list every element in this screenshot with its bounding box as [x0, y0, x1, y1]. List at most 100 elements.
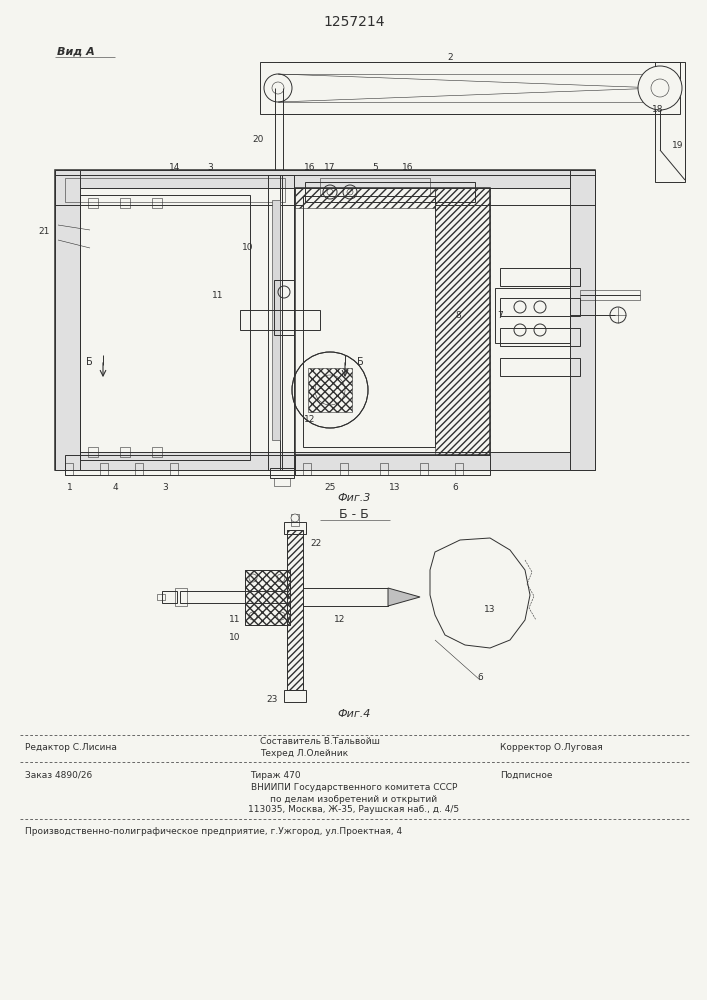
- Bar: [88, 447, 98, 457]
- Text: 12: 12: [304, 416, 316, 424]
- Bar: [65, 463, 73, 475]
- Text: Б: Б: [86, 357, 93, 367]
- Bar: [287, 530, 303, 690]
- Bar: [435, 188, 490, 455]
- Text: 2: 2: [448, 53, 452, 62]
- Text: по делам изобретений и открытий: по делам изобретений и открытий: [271, 794, 438, 804]
- Bar: [80, 195, 250, 460]
- Bar: [270, 468, 294, 478]
- Bar: [157, 594, 165, 600]
- Text: Корректор О.Луговая: Корректор О.Луговая: [500, 744, 603, 752]
- Text: 3: 3: [207, 162, 213, 172]
- Polygon shape: [388, 588, 420, 606]
- Bar: [260, 62, 680, 114]
- Bar: [274, 280, 294, 335]
- Text: 13: 13: [390, 483, 401, 491]
- Bar: [55, 170, 80, 470]
- Bar: [55, 175, 595, 205]
- Text: 3: 3: [162, 483, 168, 491]
- Bar: [245, 570, 290, 625]
- Bar: [162, 591, 177, 603]
- Bar: [295, 188, 490, 455]
- Bar: [287, 530, 303, 690]
- Bar: [303, 196, 435, 447]
- Text: 11: 11: [212, 290, 223, 300]
- Bar: [170, 463, 178, 475]
- Bar: [284, 522, 306, 534]
- Text: 25: 25: [325, 483, 336, 491]
- Bar: [420, 463, 428, 475]
- Circle shape: [638, 66, 682, 110]
- Bar: [65, 455, 295, 475]
- Bar: [55, 170, 595, 470]
- Text: Б - Б: Б - Б: [339, 508, 369, 520]
- Text: 16: 16: [304, 162, 316, 172]
- Text: ВНИИПИ Государственного комитета СССР: ВНИИПИ Государственного комитета СССР: [251, 784, 457, 792]
- Bar: [55, 170, 595, 188]
- Bar: [380, 463, 388, 475]
- Text: 10: 10: [228, 634, 240, 643]
- Text: 11: 11: [228, 615, 240, 624]
- Bar: [88, 198, 98, 208]
- Bar: [340, 463, 348, 475]
- Bar: [65, 178, 285, 202]
- Bar: [245, 570, 290, 625]
- Bar: [120, 447, 130, 457]
- Bar: [152, 447, 162, 457]
- Bar: [580, 290, 640, 300]
- Bar: [500, 298, 580, 316]
- Text: Вид А: Вид А: [57, 47, 95, 57]
- Bar: [295, 455, 490, 475]
- Text: 1257214: 1257214: [323, 15, 385, 29]
- Bar: [303, 463, 311, 475]
- Text: Составитель В.Тальвойш: Составитель В.Тальвойш: [260, 736, 380, 746]
- Bar: [303, 588, 388, 606]
- Bar: [655, 62, 685, 182]
- Text: Подписное: Подписное: [500, 770, 552, 780]
- Bar: [240, 310, 320, 330]
- Text: Редактор С.Лисина: Редактор С.Лисина: [25, 744, 117, 752]
- Bar: [180, 591, 287, 603]
- Bar: [274, 478, 290, 486]
- Text: Фиг.4: Фиг.4: [337, 709, 370, 719]
- Text: 6: 6: [477, 674, 483, 682]
- Bar: [320, 178, 430, 202]
- Text: 17: 17: [325, 162, 336, 172]
- Bar: [55, 452, 595, 470]
- Text: 10: 10: [243, 242, 254, 251]
- Bar: [500, 268, 580, 286]
- Text: 6: 6: [452, 483, 458, 491]
- Text: 7: 7: [497, 310, 503, 320]
- Circle shape: [291, 514, 299, 522]
- Text: 21: 21: [39, 228, 50, 236]
- Text: 8: 8: [455, 310, 461, 320]
- Bar: [120, 198, 130, 208]
- Text: 14: 14: [169, 162, 181, 172]
- Bar: [135, 463, 143, 475]
- Bar: [282, 175, 294, 470]
- Text: 13: 13: [484, 605, 496, 614]
- Text: Тираж 470: Тираж 470: [250, 770, 300, 780]
- Bar: [308, 368, 352, 412]
- Text: Фиг.3: Фиг.3: [337, 493, 370, 503]
- Bar: [284, 690, 306, 702]
- Text: 23: 23: [267, 696, 278, 704]
- Bar: [268, 175, 280, 470]
- Bar: [272, 200, 280, 440]
- Text: Заказ 4890/26: Заказ 4890/26: [25, 770, 92, 780]
- Bar: [100, 463, 108, 475]
- Text: Техред Л.Олейник: Техред Л.Олейник: [260, 748, 348, 758]
- Bar: [455, 463, 463, 475]
- Text: 18: 18: [653, 105, 664, 114]
- Bar: [291, 514, 299, 526]
- Bar: [175, 588, 187, 606]
- Text: 1: 1: [67, 483, 73, 491]
- Text: 12: 12: [334, 615, 346, 624]
- Bar: [295, 188, 435, 208]
- Text: 19: 19: [672, 140, 684, 149]
- Bar: [495, 288, 570, 343]
- Text: 113035, Москва, Ж-35, Раушская наб., д. 4/5: 113035, Москва, Ж-35, Раушская наб., д. …: [248, 806, 460, 814]
- Text: 5: 5: [372, 162, 378, 172]
- Bar: [500, 328, 580, 346]
- Text: 16: 16: [402, 162, 414, 172]
